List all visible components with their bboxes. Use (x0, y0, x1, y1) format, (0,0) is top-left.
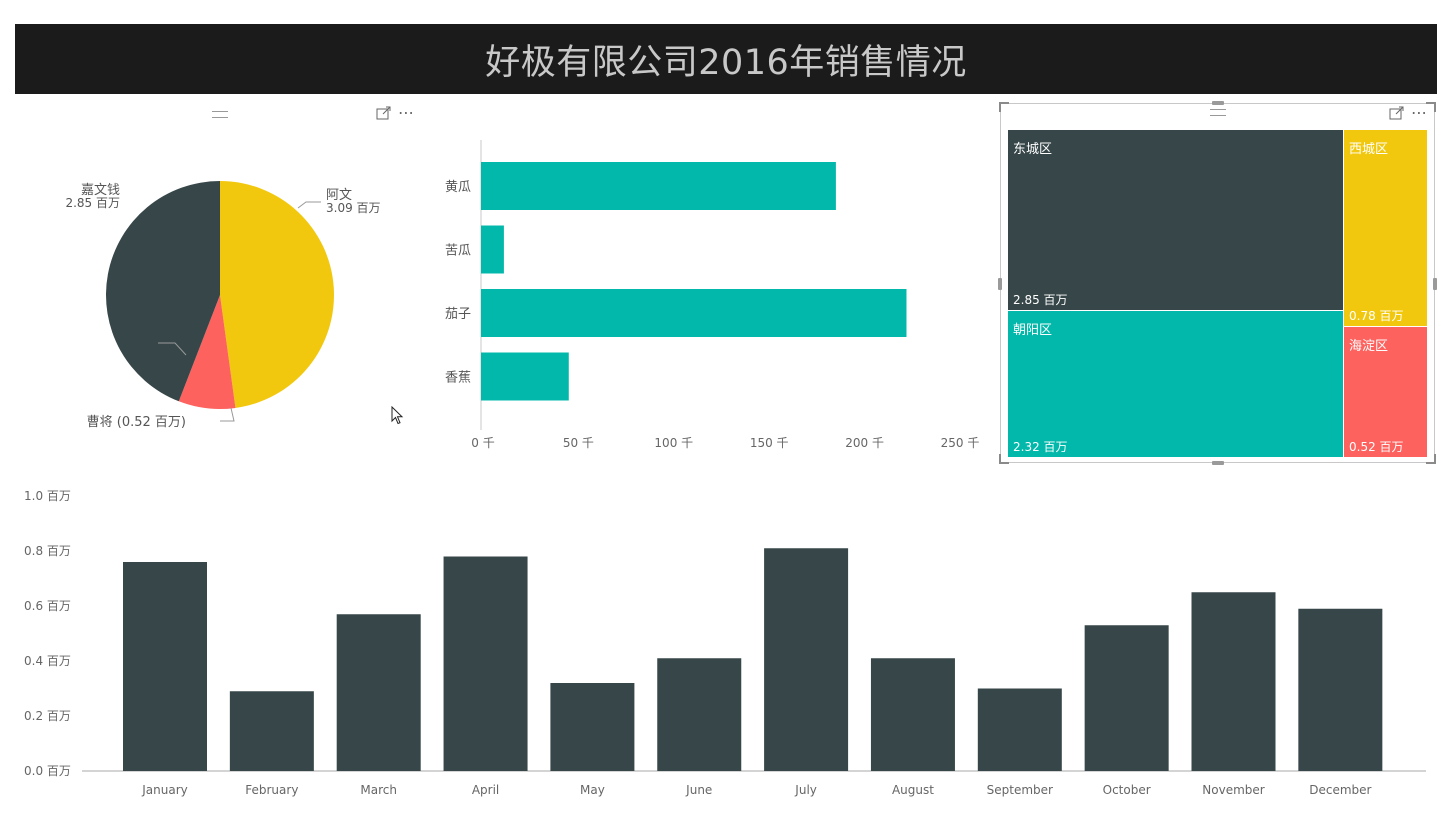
monthly-sales-chart: 0.0 百万 0.2 百万 0.4 百万 0.6 百万 0.8 百万 1.0 百万 Jan… (24, 489, 1426, 797)
resize-handle-left[interactable] (998, 278, 1002, 290)
pie-value-jiawen: 2.85 百万 (65, 196, 120, 210)
resize-handle-top[interactable] (1212, 101, 1224, 105)
report-title: 好极有限公司2016年销售情况 (485, 42, 967, 83)
monthly-bar[interactable] (870, 658, 955, 771)
hbar-x-tick-label: 150 千 (750, 436, 789, 450)
hbar-x-tick-label: 200 千 (845, 436, 884, 450)
monthly-x-tick-label: March (360, 783, 397, 797)
tile-name: 西城区 (1349, 142, 1389, 157)
mouse-cursor-icon (391, 406, 404, 425)
resize-handle-bottom[interactable] (1212, 461, 1224, 465)
pie-label-caojiang: 曹将 (0.52 百万) (87, 415, 186, 430)
hbar-x-tick-label: 100 千 (654, 436, 693, 450)
monthly-x-tick-label: August (892, 783, 934, 797)
treemap-visual-frame[interactable]: ⋯ 东城区 2.85 百万 朝阳区 2.32 百万 西城区 0.78 百万 海淀… (998, 101, 1437, 465)
monthly-x-tick-label: October (1103, 783, 1151, 797)
hbar-category-label: 香蕉 (445, 371, 471, 386)
monthly-x-tick-label: June (685, 783, 712, 797)
pie-visual-toolbar: ⋯ (376, 103, 415, 122)
pie-label-awen: 阿文 (326, 188, 352, 203)
treemap-drag-handle-icon[interactable] (1210, 109, 1226, 116)
pie-leader-awen (297, 201, 321, 209)
resize-handle-right[interactable] (1433, 278, 1437, 290)
treemap-visual-toolbar: ⋯ (1389, 103, 1428, 122)
tile-name: 东城区 (1013, 142, 1053, 157)
monthly-y-tick-label: 0.6 百万 (24, 599, 71, 613)
hbar-category-label: 茄子 (445, 307, 471, 322)
monthly-bar[interactable] (1191, 592, 1276, 771)
treemap-tile-dongcheng[interactable]: 东城区 2.85 百万 (1008, 130, 1343, 310)
hbar-x-tick-label: 250 千 (941, 436, 980, 450)
monthly-y-tick-label: 0.2 百万 (24, 709, 71, 723)
treemap-tile-chaoyang[interactable]: 朝阳区 2.32 百万 (1008, 311, 1343, 457)
pie-chart: 嘉文钱 2.85 百万 阿文 3.09 百万 曹将 (0.52 百万) (65, 181, 381, 430)
monthly-bar[interactable] (550, 683, 635, 771)
monthly-bar[interactable] (1084, 625, 1169, 771)
monthly-bar[interactable] (1298, 608, 1383, 771)
treemap-tile-xicheng[interactable]: 西城区 0.78 百万 (1344, 130, 1427, 326)
tile-name: 海淀区 (1349, 339, 1389, 354)
hbar-category-label: 黄瓜 (445, 180, 471, 195)
hbar-x-tick-label: 0 千 (471, 436, 494, 450)
more-options-icon[interactable]: ⋯ (1411, 103, 1428, 122)
tile-value: 2.32 百万 (1013, 440, 1068, 454)
pie-slice-2[interactable] (106, 181, 220, 402)
monthly-x-tick-label: April (472, 783, 499, 797)
hbar-x-tick-label: 50 千 (563, 436, 594, 450)
monthly-x-tick-label: December (1309, 783, 1371, 797)
tile-value: 0.52 百万 (1349, 440, 1404, 454)
resize-corner-tl[interactable] (999, 102, 1009, 112)
hbar-category-label: 苦瓜 (445, 243, 471, 259)
resize-corner-br[interactable] (1426, 454, 1436, 464)
monthly-y-tick-label: 1.0 百万 (24, 489, 71, 503)
pie-leader-caojiang (220, 407, 235, 422)
monthly-x-tick-label: July (794, 783, 817, 797)
monthly-x-tick-label: September (987, 783, 1053, 797)
monthly-bar[interactable] (229, 691, 314, 771)
monthly-bar[interactable] (977, 688, 1062, 772)
hbar-bar[interactable] (481, 289, 907, 337)
report-title-bar: 好极有限公司2016年销售情况 (15, 24, 1437, 94)
tile-name: 朝阳区 (1013, 323, 1053, 338)
monthly-bar[interactable] (657, 658, 742, 771)
monthly-x-tick-label: November (1202, 783, 1264, 797)
pie-leader-jiawen (158, 342, 187, 356)
pie-drag-handle-icon[interactable] (212, 111, 228, 118)
monthly-y-tick-label: 0.4 百万 (24, 654, 71, 668)
pie-slice-0[interactable] (220, 181, 335, 408)
monthly-bar[interactable] (336, 614, 421, 771)
resize-corner-bl[interactable] (999, 454, 1009, 464)
focus-mode-icon[interactable] (1389, 106, 1405, 120)
monthly-x-tick-label: January (141, 783, 188, 797)
monthly-x-tick-label: February (245, 783, 298, 797)
treemap-tile-haidian[interactable]: 海淀区 0.52 百万 (1344, 327, 1427, 457)
pie-value-awen: 3.09 百万 (326, 201, 381, 215)
resize-corner-tr[interactable] (1426, 102, 1436, 112)
monthly-bar[interactable] (764, 548, 849, 771)
pie-label-jiawen: 嘉文钱 (81, 183, 120, 198)
monthly-bar[interactable] (443, 556, 528, 772)
hbar-bar[interactable] (481, 225, 504, 274)
more-options-icon[interactable]: ⋯ (398, 103, 415, 122)
focus-mode-icon[interactable] (376, 106, 392, 120)
hbar-bar[interactable] (481, 162, 836, 210)
monthly-x-tick-label: May (580, 783, 605, 797)
tile-value: 2.85 百万 (1013, 293, 1068, 307)
hbar-bar[interactable] (481, 352, 569, 401)
monthly-y-tick-label: 0.0 百万 (24, 764, 71, 778)
tile-value: 0.78 百万 (1349, 309, 1404, 323)
monthly-y-tick-label: 0.8 百万 (24, 544, 71, 558)
monthly-bar[interactable] (123, 562, 207, 771)
pie-slice-1[interactable] (178, 295, 236, 409)
